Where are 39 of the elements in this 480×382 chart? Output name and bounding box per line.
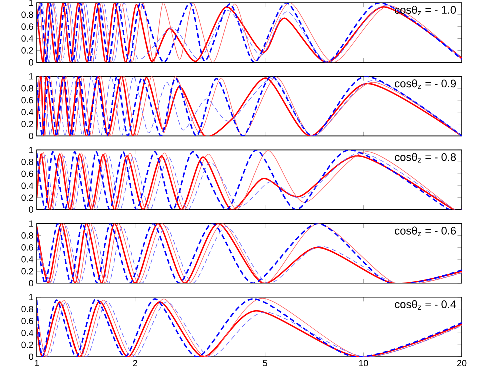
y-tick-label: 0.8 <box>22 85 34 92</box>
y-tick-label: 1 <box>30 147 34 154</box>
y-tick-label: 0.8 <box>22 158 34 166</box>
y-tick-label: 0.4 <box>22 256 34 263</box>
y-tick-label: 0 <box>29 280 34 287</box>
y-tick-label: 0.2 <box>22 268 34 275</box>
y-tick-label: 0.4 <box>22 330 34 336</box>
y-tick-label: 0.6 <box>22 244 34 251</box>
y-tick-label: 1 <box>30 294 34 300</box>
y-tick-label: 0.2 <box>22 47 34 54</box>
y-tick-label: 0.4 <box>22 109 34 116</box>
x-tick-label: 20 <box>457 360 467 367</box>
y-tick-label: 0.6 <box>22 24 34 30</box>
y-tick-label: 0 <box>29 59 34 66</box>
y-tick-label: 1 <box>30 0 34 6</box>
x-tick-label: 2 <box>133 360 138 366</box>
y-tick-label: 0.2 <box>22 194 34 202</box>
y-tick-label: 1 <box>30 220 34 227</box>
y-tick-label: 0.4 <box>22 36 34 42</box>
y-tick-label: 0.4 <box>22 182 34 190</box>
y-tick-label: 0.2 <box>22 342 34 348</box>
x-tick-label: 5 <box>263 360 268 366</box>
annotation: cosθ$_{z}$ = - 0.4 <box>395 300 456 310</box>
y-tick-label: 0.8 <box>22 306 34 312</box>
y-tick-label: 0.2 <box>22 121 34 128</box>
y-tick-label: 0.8 <box>22 232 34 239</box>
y-tick-label: 0 <box>29 206 34 213</box>
y-tick-label: 0.8 <box>22 12 34 18</box>
y-tick-label: 0 <box>29 133 34 140</box>
annotation: cosθ$_{z}$ = - 0.6 <box>395 226 456 236</box>
y-tick-label: 0.6 <box>22 170 34 178</box>
y-tick-label: 1 <box>30 74 34 80</box>
y-tick-label: 0.6 <box>22 318 34 324</box>
annotation: cosθ$_{z}$ = - 0.9 <box>395 80 456 90</box>
y-tick-label: 0.6 <box>22 97 34 104</box>
annotation: cosθ$_{z}$ = - 0.8 <box>395 153 456 163</box>
y-tick-label: 0 <box>29 354 34 360</box>
x-tick-label: 10 <box>359 360 368 367</box>
x-tick-label: 1 <box>35 360 40 366</box>
